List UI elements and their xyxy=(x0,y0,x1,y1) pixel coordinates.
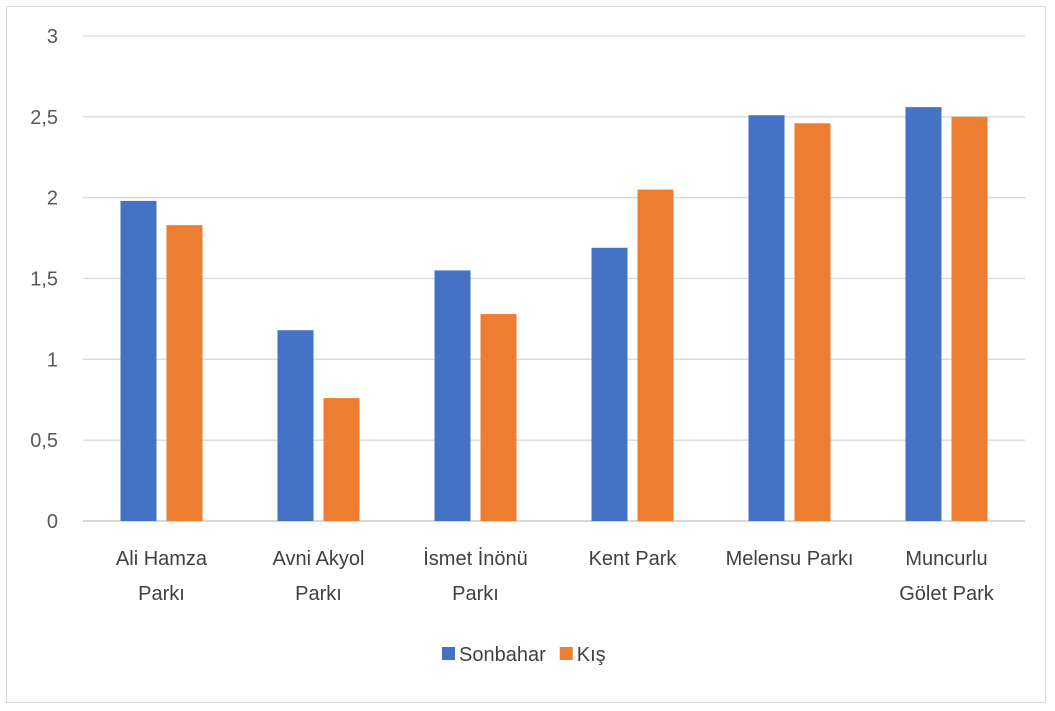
bar-sonbahar-2 xyxy=(434,270,471,521)
y-axis-ticks: 0 0,5 1 1,5 2 2,5 3 xyxy=(30,26,58,533)
y-tick-label: 3 xyxy=(47,26,58,48)
bar-k-0 xyxy=(166,225,203,521)
x-axis-labels: Ali Hamza Parkı Avni Akyol Parkı İsmet İnönü… xyxy=(116,547,995,605)
bar-sonbahar-3 xyxy=(591,247,628,522)
legend: Sonbahar Kış xyxy=(442,644,606,666)
x-tick-label: Gölet Park xyxy=(899,583,994,605)
y-tick-label: 0,5 xyxy=(30,430,58,452)
y-tick-label: 1 xyxy=(47,349,58,371)
x-tick-label: Muncurlu xyxy=(905,548,987,570)
x-tick-label: Kent Park xyxy=(589,548,678,570)
x-tick-label: Parkı xyxy=(452,583,499,605)
bar-sonbahar-5 xyxy=(905,107,942,521)
bar-sonbahar-4 xyxy=(748,115,785,521)
y-tick-label: 2,5 xyxy=(30,107,58,129)
x-tick-label: Melensu Parkı xyxy=(726,548,854,570)
bar-k-4 xyxy=(794,123,831,522)
gridlines xyxy=(83,35,1025,522)
x-tick-label: İsmet İnönü xyxy=(423,547,528,570)
bar-sonbahar-1 xyxy=(277,330,314,521)
legend-label: Sonbahar xyxy=(459,644,546,666)
bar-k-2 xyxy=(480,314,517,521)
legend-swatch xyxy=(442,647,455,660)
x-tick-label: Parkı xyxy=(295,583,342,605)
y-tick-label: 0 xyxy=(47,511,58,533)
x-tick-label: Avni Akyol xyxy=(273,548,365,570)
legend-swatch xyxy=(559,647,573,660)
y-tick-label: 1,5 xyxy=(30,269,58,291)
bars xyxy=(120,107,988,522)
bar-k-5 xyxy=(951,116,988,521)
x-tick-label: Ali Hamza xyxy=(116,548,208,570)
bar-k-1 xyxy=(323,398,360,521)
legend-label: Kış xyxy=(577,644,606,666)
bar-sonbahar-0 xyxy=(120,200,157,521)
bar-k-3 xyxy=(637,189,674,522)
x-tick-label: Parkı xyxy=(138,583,185,605)
y-tick-label: 2 xyxy=(47,188,58,210)
